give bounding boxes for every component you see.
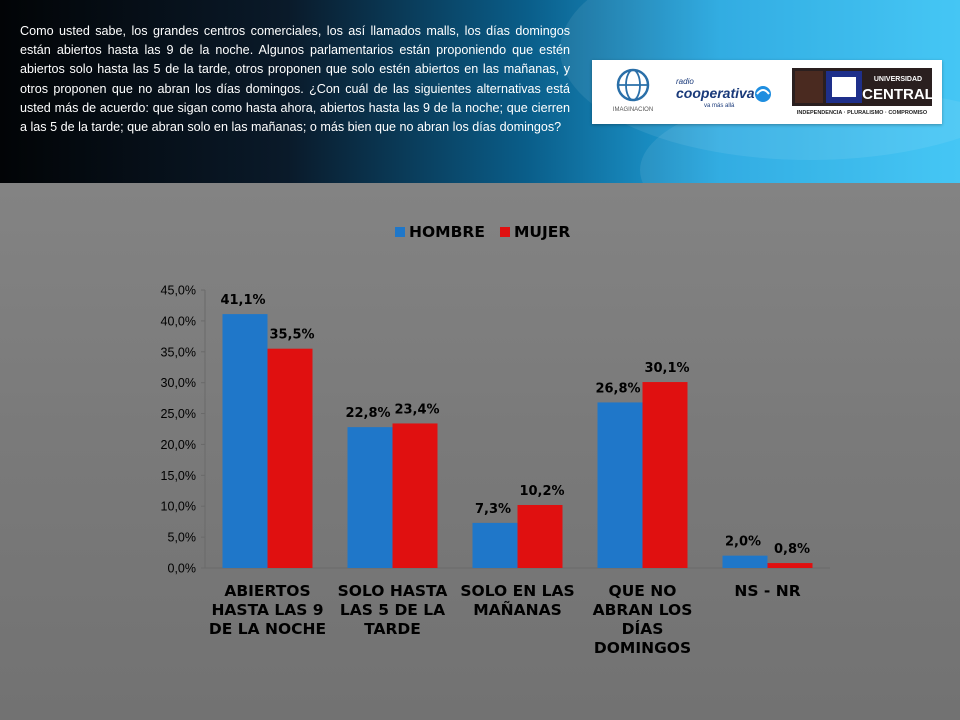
category-label-line: TARDE — [364, 620, 421, 638]
category-label: SOLO EN LAS MAÑANAS — [460, 582, 574, 619]
data-label-mujer: 35,5% — [269, 328, 314, 343]
category-label-line: DÍAS — [622, 619, 664, 638]
y-tick-label: 40,0% — [161, 314, 196, 328]
legend-label-hombre: HOMBRE — [409, 223, 485, 241]
category-label-line: QUE NO — [609, 582, 677, 600]
imaginacion-logo: IMAGINACION — [613, 68, 653, 113]
bar-hombre — [597, 402, 643, 568]
category-label: NS - NR — [734, 582, 800, 600]
bar-mujer — [517, 504, 563, 568]
category-label-line: MAÑANAS — [473, 600, 562, 619]
imaginacion-logo-text: IMAGINACION — [613, 107, 653, 113]
ucentral-crest-icon — [795, 71, 823, 103]
data-label-mujer: 0,8% — [774, 542, 810, 557]
y-tick-label: 20,0% — [161, 438, 196, 452]
question-text: Como usted sabe, los grandes centros com… — [20, 24, 570, 135]
y-tick-label: 35,0% — [161, 345, 196, 359]
data-label-mujer: 10,2% — [519, 484, 564, 499]
data-label-hombre: 22,8% — [345, 406, 390, 421]
bar-hombre — [472, 522, 518, 568]
category-label-line: HASTA LAS 9 — [211, 601, 323, 619]
legend-label-mujer: MUJER — [514, 223, 570, 241]
category-label-line: ABRAN LOS — [593, 601, 693, 619]
ucentral-name-text: CENTRAL — [862, 86, 932, 103]
y-tick-label: 10,0% — [161, 500, 196, 514]
logos-panel: IMAGINACION radio cooperativa va más all… — [592, 60, 942, 124]
legend-swatch-mujer — [500, 227, 510, 237]
category-label-line: SOLO HASTA — [338, 582, 448, 600]
y-tick-label: 25,0% — [161, 407, 196, 421]
category-label-line: DOMINGOS — [594, 639, 691, 657]
data-label-hombre: 26,8% — [595, 381, 640, 396]
data-label-mujer: 30,1% — [644, 361, 689, 376]
y-tick-label: 45,0% — [161, 284, 196, 298]
category-label: QUE NO ABRAN LOS DÍAS DOMINGOS — [593, 582, 693, 657]
data-label-hombre: 2,0% — [725, 535, 761, 550]
bar-mujer — [642, 382, 688, 568]
category-label-line: DE LA NOCHE — [209, 620, 326, 638]
ucentral-top-text: UNIVERSIDAD — [874, 76, 922, 83]
category-label-line: LAS 5 DE LA — [340, 601, 445, 619]
cooperativa-radio-text: radio — [676, 77, 694, 86]
data-label-mujer: 23,4% — [394, 402, 439, 417]
cooperativa-swirl-icon — [755, 86, 771, 102]
bar-chart: HOMBRE MUJER 0,0% 5,0% 10,0% 15,0% 20,0% 25,0%… — [161, 223, 830, 657]
category-label: ABIERTOS HASTA LAS 9 DE LA NOCHE — [209, 582, 326, 638]
category-label-line: SOLO EN LAS — [460, 582, 574, 600]
bar-mujer — [767, 563, 813, 568]
y-tick-label: 0,0% — [168, 562, 197, 576]
y-tick-label: 30,0% — [161, 376, 196, 390]
data-label-hombre: 41,1% — [220, 293, 265, 308]
bar-hombre — [222, 314, 268, 568]
bar-hombre — [722, 555, 768, 568]
category-label: SOLO HASTA LAS 5 DE LA TARDE — [338, 582, 448, 638]
universidad-central-logo: UNIVERSIDAD CENTRAL INDEPENDENCIA · PLUR… — [792, 68, 932, 116]
bar-mujer — [267, 348, 313, 568]
data-label-hombre: 7,3% — [475, 502, 511, 517]
category-label-line: NS - NR — [734, 582, 800, 600]
chart-bars: 41,1% 35,5% 22,8% 23,4% 7,3% 10,2% 26,8% 30,1% 2… — [220, 293, 813, 568]
legend-swatch-hombre — [395, 227, 405, 237]
category-label-line: ABIERTOS — [224, 582, 310, 600]
y-tick-label: 5,0% — [168, 531, 197, 545]
bar-mujer — [392, 423, 438, 568]
bar-hombre — [347, 427, 393, 568]
cooperativa-logo: radio cooperativa va más allá — [676, 77, 771, 109]
cooperativa-tagline-text: va más allá — [704, 103, 735, 109]
cooperativa-name-text: cooperativa — [676, 85, 755, 101]
y-tick-label: 15,0% — [161, 469, 196, 483]
ucentral-motto-text: INDEPENDENCIA · PLURALISMO · COMPROMISO — [797, 110, 928, 116]
chart-legend: HOMBRE MUJER — [395, 223, 570, 241]
